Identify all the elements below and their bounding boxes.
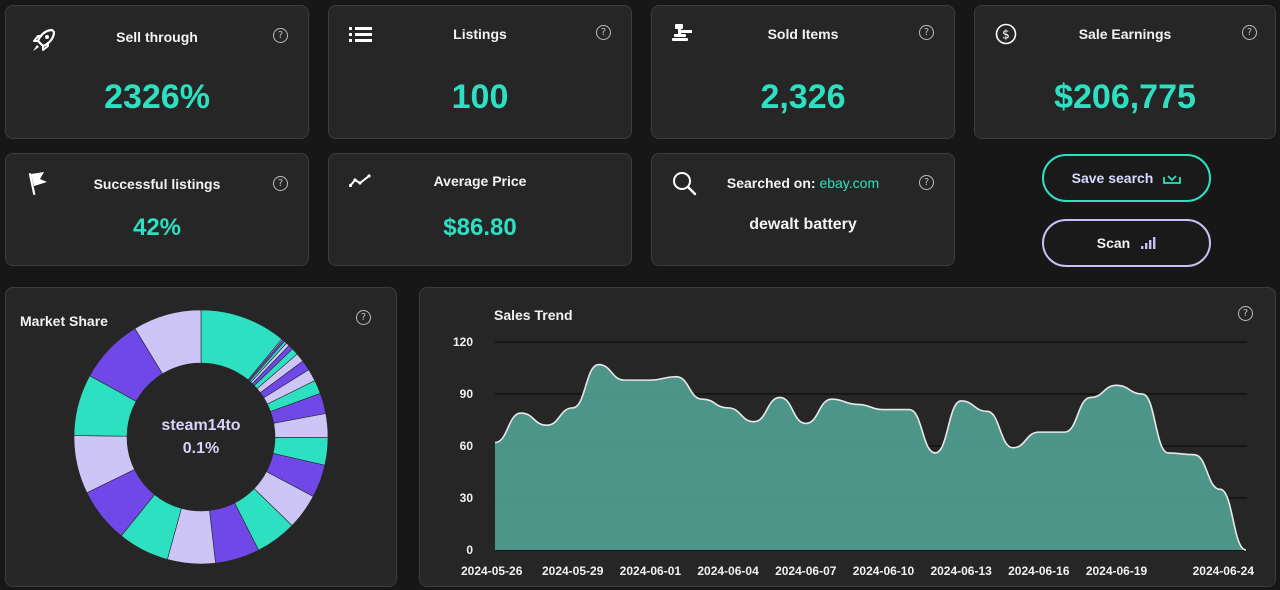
- y-tick-label: 60: [460, 439, 474, 453]
- searched-on-card: Searched on: ebay.com ? dewalt battery: [651, 153, 955, 266]
- help-icon[interactable]: ?: [1242, 25, 1257, 40]
- help-icon[interactable]: ?: [919, 175, 934, 190]
- sales-trend-chart: 0 30 60 90 120 2024-05-26 2024-05-29 2024-06-01…: [453, 335, 1255, 578]
- help-icon[interactable]: ?: [273, 28, 288, 43]
- search-query-text: dewalt battery: [749, 216, 857, 233]
- download-tray-icon: [1163, 175, 1182, 184]
- market-share-panel: Market Share ? steam14to 0.1%: [5, 287, 397, 587]
- list-icon: [349, 27, 372, 42]
- sales-trend-panel: Sales Trend ? 0 30 60 90 120 2024-05-26 2024-0…: [419, 287, 1276, 587]
- flag-icon: [28, 172, 47, 195]
- site-link[interactable]: ebay.com: [819, 175, 880, 191]
- sales-line-series: [494, 363, 1247, 551]
- sales-trend-title: Sales Trend: [494, 307, 573, 323]
- sold-items-label: Sold Items: [767, 26, 839, 42]
- average-price-value: $86.80: [443, 214, 517, 241]
- donut-center-value: 0.1%: [182, 440, 220, 457]
- help-icon[interactable]: ?: [919, 25, 934, 40]
- successful-listings-value: 42%: [132, 214, 182, 241]
- scan-button[interactable]: Scan: [1042, 219, 1211, 267]
- sell-through-label: Sell through: [116, 29, 198, 45]
- successful-listings-label: Successful listings: [93, 176, 221, 192]
- sold-items-card: Sold Items ? 2,326: [651, 5, 955, 139]
- x-tick-label: 2024-05-26: [461, 564, 523, 578]
- x-tick-label: 2024-06-13: [930, 564, 992, 578]
- rocket-icon: [33, 28, 56, 51]
- listings-value: 100: [451, 78, 509, 116]
- sale-earnings-value: $206,775: [1054, 78, 1196, 116]
- donut-center-name: steam14to: [161, 417, 241, 434]
- successful-listings-card: Successful listings ? 42%: [5, 153, 309, 266]
- sold-items-value: 2,326: [760, 78, 846, 116]
- x-tick-label: 2024-06-01: [620, 564, 682, 578]
- searched-on-prefix: Searched on:: [726, 175, 816, 191]
- x-tick-label: 2024-06-07: [775, 564, 837, 578]
- market-share-donut[interactable]: [73, 309, 329, 565]
- y-tick-label: 90: [460, 387, 474, 401]
- help-icon[interactable]: ?: [356, 310, 371, 325]
- x-tick-label: 2024-06-04: [697, 564, 759, 578]
- help-icon[interactable]: ?: [273, 176, 288, 191]
- dollar-circle-icon: $: [995, 23, 1017, 45]
- x-tick-label: 2024-06-16: [1008, 564, 1070, 578]
- y-tick-label: 30: [460, 491, 474, 505]
- scan-label: Scan: [1096, 235, 1131, 251]
- x-tick-label: 2024-06-10: [853, 564, 915, 578]
- gavel-icon: [672, 24, 692, 41]
- x-tick-label: 2024-06-19: [1086, 564, 1148, 578]
- listings-label: Listings: [453, 26, 507, 42]
- searched-on-label: Searched on: ebay.com: [652, 175, 954, 191]
- average-price-label: Average Price: [433, 173, 527, 189]
- average-price-card: Average Price $86.80: [328, 153, 632, 266]
- trend-line-icon: [349, 174, 371, 188]
- save-search-label: Save search: [1071, 170, 1154, 186]
- sell-through-value: 2326%: [104, 78, 210, 116]
- x-tick-label: 2024-05-29: [542, 564, 604, 578]
- sell-through-card: Sell through ? 2326%: [5, 5, 309, 139]
- save-search-button[interactable]: Save search: [1042, 154, 1211, 202]
- search-icon: [673, 172, 697, 196]
- y-tick-label: 120: [453, 335, 473, 349]
- listings-card: Listings ? 100: [328, 5, 632, 139]
- sale-earnings-label: Sale Earnings: [1078, 26, 1172, 42]
- help-icon[interactable]: ?: [1238, 306, 1253, 321]
- svg-text:$: $: [1002, 28, 1010, 42]
- market-share-title: Market Share: [20, 313, 108, 329]
- market-share-slice[interactable]: [134, 309, 202, 375]
- x-tick-label: 2024-06-24: [1193, 564, 1255, 578]
- help-icon[interactable]: ?: [596, 25, 611, 40]
- y-tick-label: 0: [466, 543, 473, 557]
- signal-bars-icon: [1141, 237, 1156, 249]
- sales-area-series[interactable]: [495, 364, 1246, 550]
- sale-earnings-card: $ Sale Earnings ? $206,775: [974, 5, 1276, 139]
